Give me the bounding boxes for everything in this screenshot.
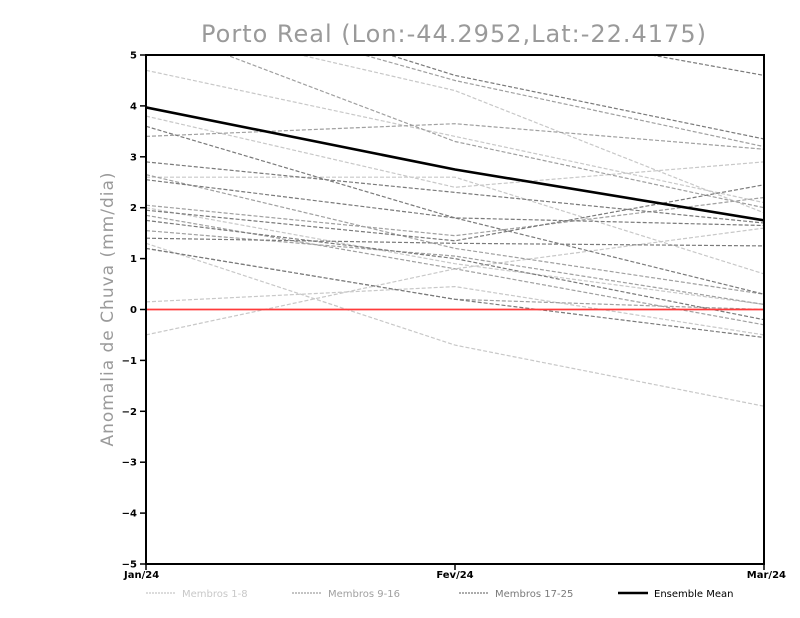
y-tick-label: 1 — [130, 254, 137, 265]
legend-label: Membros 1-8 — [182, 589, 248, 600]
y-tick-label: −4 — [122, 509, 137, 520]
y-tick-label: 4 — [130, 101, 137, 112]
member-line-g3-1 — [146, 125, 764, 227]
member-line-g3-9 — [648, 55, 764, 76]
legend-label: Ensemble Mean — [654, 589, 733, 600]
member-line-g2-3 — [146, 196, 764, 237]
y-tick-label: 0 — [130, 305, 137, 316]
member-line-g3-8 — [387, 55, 764, 140]
member-lines — [146, 55, 764, 407]
chart-title: Porto Real (Lon:-44.2952,Lat:-22.4175) — [201, 20, 707, 48]
member-line-g3-6 — [146, 247, 764, 339]
legend: Membros 1-8 Membros 9-16 Membros 17-25 Ense… — [146, 589, 733, 600]
x-tick-label: Jan/24 — [123, 570, 159, 581]
member-line-g1-2 — [146, 115, 764, 188]
legend-label: Membros 17-25 — [495, 589, 573, 600]
member-line-g2-1 — [146, 123, 764, 150]
ensemble-mean-line — [146, 106, 764, 222]
y-tick-label: −5 — [122, 560, 137, 571]
y-tick-label: 5 — [130, 51, 137, 62]
y-tick-label: 2 — [130, 203, 137, 214]
y-tick-label: −1 — [122, 356, 137, 367]
member-line-g1-6 — [146, 227, 764, 336]
member-line-g2-7 — [146, 230, 764, 305]
y-axis-label: Anomalia de Chuva (mm/dia) — [98, 171, 118, 446]
member-line-g3-7 — [146, 219, 764, 321]
member-line-g1-5 — [146, 285, 764, 336]
member-line-g3-2 — [146, 161, 764, 224]
member-line-g1-4 — [146, 242, 764, 407]
member-line-g3-3 — [146, 179, 764, 295]
x-tick-label: Mar/24 — [747, 570, 786, 581]
member-line-g1-8 — [146, 207, 764, 305]
overlay-lines — [146, 106, 764, 311]
member-line-g2-2 — [146, 174, 764, 295]
member-line-g1-7 — [297, 55, 764, 214]
x-tick-label: Fev/24 — [436, 570, 473, 581]
y-tick-label: −2 — [122, 407, 137, 418]
member-line-g3-5 — [146, 237, 764, 247]
y-tick-label: 3 — [130, 152, 137, 163]
member-line-g2-8 — [361, 55, 764, 148]
member-line-g2-6 — [224, 55, 764, 209]
legend-label: Membros 9-16 — [328, 589, 400, 600]
y-axis-ticks: 5 4 3 2 1 0 −1 −2 −3 −4 −5 — [122, 51, 146, 571]
x-axis-ticks: Jan/24 Fev/24 Mar/24 — [123, 564, 786, 581]
member-line-g1-1 — [146, 69, 764, 204]
member-line-g2-5 — [146, 247, 764, 311]
y-tick-label: −3 — [122, 458, 137, 469]
